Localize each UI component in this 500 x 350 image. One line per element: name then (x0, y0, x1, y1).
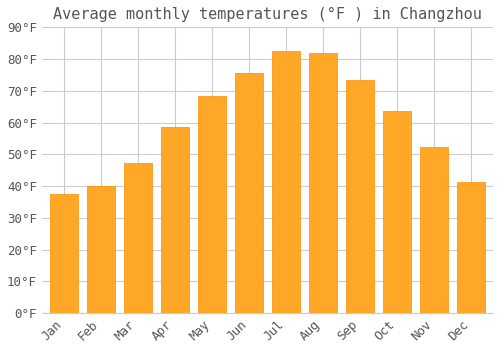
Bar (272, 51, 300, 313)
Title: Average monthly temperatures (°F ) in Changzhou: Average monthly temperatures (°F ) in Ch… (53, 7, 482, 22)
Bar (346, 80, 374, 313)
Bar (420, 147, 448, 313)
Bar (383, 111, 411, 313)
Bar (161, 127, 189, 313)
Bar (198, 96, 226, 313)
Bar (457, 182, 484, 313)
Bar (124, 163, 152, 313)
Bar (309, 53, 337, 313)
Bar (87, 186, 115, 313)
Bar (50, 194, 78, 313)
Bar (235, 73, 263, 313)
